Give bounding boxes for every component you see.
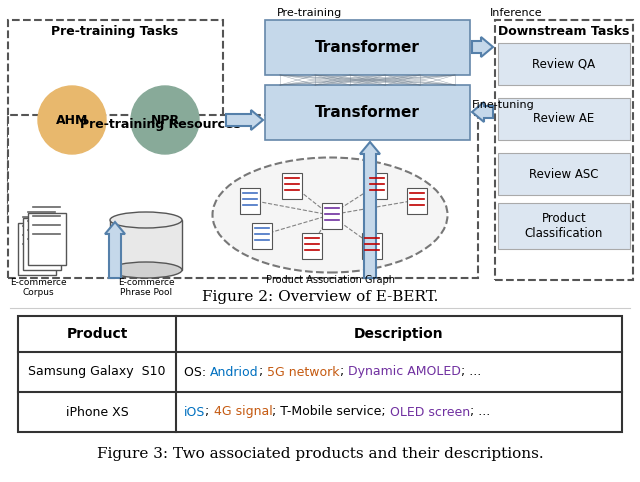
FancyBboxPatch shape (367, 173, 387, 199)
FancyBboxPatch shape (252, 223, 272, 249)
Text: Figure 3: Two associated products and their descriptions.: Figure 3: Two associated products and th… (97, 447, 543, 461)
FancyArrow shape (360, 142, 380, 278)
FancyBboxPatch shape (362, 233, 382, 259)
Ellipse shape (110, 262, 182, 278)
Text: Product Association Graph: Product Association Graph (266, 275, 394, 285)
Text: ;: ; (205, 405, 214, 418)
Text: Andriod: Andriod (210, 365, 259, 378)
Text: Fine-tuning: Fine-tuning (472, 100, 535, 110)
Text: Dynamic AMOLED: Dynamic AMOLED (348, 365, 461, 378)
Text: E-commerce
Corpus: E-commerce Corpus (10, 278, 67, 297)
Text: ;: ; (339, 365, 348, 378)
FancyBboxPatch shape (28, 213, 66, 265)
FancyArrow shape (226, 110, 263, 130)
FancyBboxPatch shape (302, 233, 322, 259)
Text: 5G network: 5G network (267, 365, 339, 378)
Text: ; ...: ; ... (461, 365, 481, 378)
Text: Figure 2: Overview of E-BERT.: Figure 2: Overview of E-BERT. (202, 290, 438, 304)
Text: ; T-Mobile service;: ; T-Mobile service; (273, 405, 390, 418)
Text: OLED screen: OLED screen (390, 405, 470, 418)
Text: Pre-training Tasks: Pre-training Tasks (51, 25, 179, 38)
FancyBboxPatch shape (282, 173, 302, 199)
Ellipse shape (212, 158, 447, 272)
Text: Pre-training: Pre-training (277, 8, 342, 18)
Text: Review ASC: Review ASC (529, 168, 599, 180)
Text: E-commerce
Phrase Pool: E-commerce Phrase Pool (118, 278, 174, 297)
Circle shape (131, 86, 199, 154)
FancyBboxPatch shape (18, 223, 56, 275)
Text: AHM: AHM (56, 113, 88, 126)
Text: Pre-training Resources: Pre-training Resources (79, 118, 241, 131)
FancyBboxPatch shape (23, 218, 61, 270)
Text: iPhone XS: iPhone XS (66, 405, 129, 418)
Text: Review AE: Review AE (533, 112, 595, 125)
Text: NPR: NPR (150, 113, 180, 126)
FancyArrow shape (472, 37, 493, 57)
Text: Description: Description (354, 327, 444, 341)
Text: OS:: OS: (184, 365, 210, 378)
FancyBboxPatch shape (495, 20, 633, 280)
FancyBboxPatch shape (498, 153, 630, 195)
FancyBboxPatch shape (8, 20, 223, 220)
Text: Inference: Inference (490, 8, 543, 18)
FancyBboxPatch shape (498, 43, 630, 85)
FancyBboxPatch shape (8, 115, 478, 278)
Text: ; ...: ; ... (470, 405, 490, 418)
FancyBboxPatch shape (18, 316, 622, 432)
FancyBboxPatch shape (498, 203, 630, 249)
FancyBboxPatch shape (265, 20, 470, 75)
Text: Product: Product (67, 327, 128, 341)
Text: 4G signal: 4G signal (214, 405, 273, 418)
FancyBboxPatch shape (110, 220, 182, 270)
FancyBboxPatch shape (407, 188, 427, 214)
FancyBboxPatch shape (265, 85, 470, 140)
FancyArrow shape (105, 222, 125, 278)
Text: Downstream Tasks: Downstream Tasks (499, 25, 630, 38)
FancyArrow shape (472, 102, 493, 122)
Text: iOS: iOS (184, 405, 205, 418)
Ellipse shape (110, 212, 182, 228)
FancyBboxPatch shape (322, 203, 342, 229)
FancyBboxPatch shape (498, 98, 630, 140)
Text: Transformer: Transformer (315, 40, 420, 55)
Text: ;: ; (259, 365, 267, 378)
Text: Product
Classification: Product Classification (525, 212, 603, 240)
Text: Transformer: Transformer (315, 105, 420, 120)
Circle shape (38, 86, 106, 154)
Text: Samsung Galaxy  S10: Samsung Galaxy S10 (28, 365, 166, 378)
Text: Review QA: Review QA (532, 57, 596, 70)
FancyBboxPatch shape (240, 188, 260, 214)
